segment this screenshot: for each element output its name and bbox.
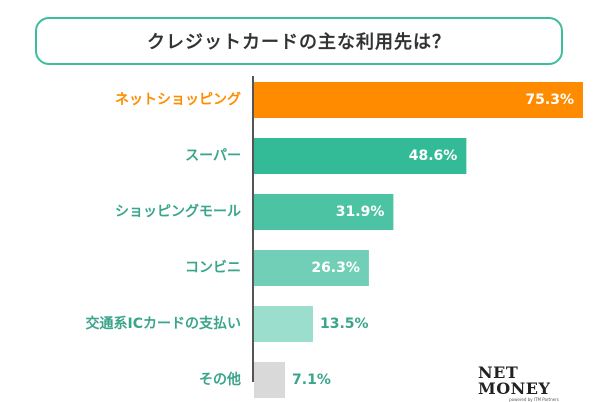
bar-3 bbox=[254, 194, 394, 230]
value-label-6: 7.1% bbox=[292, 372, 331, 388]
value-label-1: 75.3% bbox=[525, 92, 574, 108]
bar-2 bbox=[254, 138, 467, 174]
bar-5 bbox=[254, 306, 313, 342]
bar-6 bbox=[254, 362, 286, 398]
chart-title-box: クレジットカードの主な利用先は？ bbox=[35, 17, 563, 65]
chart-title: クレジットカードの主な利用先は？ bbox=[147, 32, 451, 53]
category-label-4: コンビニ bbox=[185, 260, 241, 276]
bar-1 bbox=[254, 82, 583, 118]
value-label-4: 26.3% bbox=[311, 260, 360, 276]
net-money-logo: NET MONEY powered by ITM Partners bbox=[478, 364, 590, 402]
logo-subtext: powered by ITM Partners bbox=[509, 396, 559, 402]
category-label-6: その他 bbox=[199, 371, 241, 388]
category-label-2: スーパー bbox=[185, 148, 241, 164]
category-label-3: ショッピングモール bbox=[115, 203, 241, 220]
value-label-5: 13.5% bbox=[320, 316, 369, 332]
category-label-1: ネットショッピング bbox=[115, 91, 241, 108]
value-label-3: 31.9% bbox=[336, 204, 385, 220]
value-label-2: 48.6% bbox=[409, 148, 458, 164]
bar-4 bbox=[254, 250, 369, 286]
logo-text: NET MONEY bbox=[478, 362, 551, 398]
category-label-5: 交通系ICカードの支払い bbox=[86, 315, 241, 332]
